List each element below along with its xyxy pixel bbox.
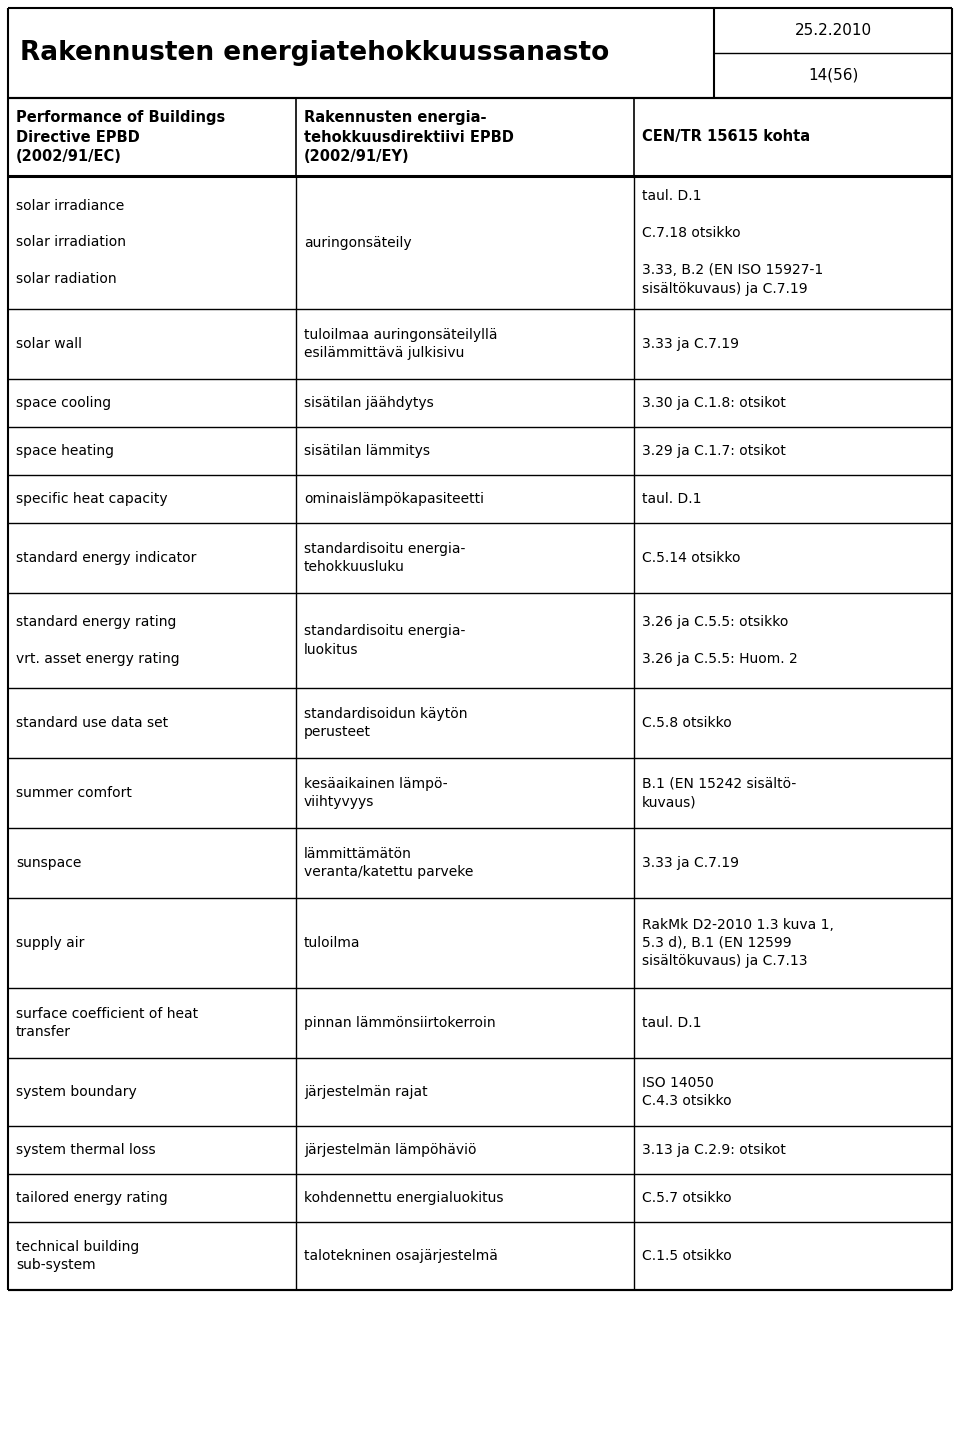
Text: standard energy rating

vrt. asset energy rating: standard energy rating vrt. asset energy… [16,616,180,666]
Text: system boundary: system boundary [16,1085,136,1100]
Text: RakMk D2-2010 1.3 kuva 1,
5.3 d), B.1 (EN 12599
sisältökuvaus) ja C.7.13: RakMk D2-2010 1.3 kuva 1, 5.3 d), B.1 (E… [642,918,833,968]
Text: ominaislämpökapasiteetti: ominaislämpökapasiteetti [304,491,484,506]
Text: 3.33 ja C.7.19: 3.33 ja C.7.19 [642,855,739,870]
Text: taul. D.1: taul. D.1 [642,1016,702,1030]
Text: technical building
sub-system: technical building sub-system [16,1240,139,1272]
Text: 25.2.2010: 25.2.2010 [795,23,872,38]
Text: solar irradiance

solar irradiation

solar radiation: solar irradiance solar irradiation solar… [16,199,126,286]
Text: sisätilan lämmitys: sisätilan lämmitys [304,444,430,458]
Text: Performance of Buildings
Directive EPBD
(2002/91/EC): Performance of Buildings Directive EPBD … [16,110,226,163]
Text: sisätilan jäähdytys: sisätilan jäähdytys [304,396,434,410]
Text: supply air: supply air [16,936,84,949]
Text: 3.29 ja C.1.7: otsikot: 3.29 ja C.1.7: otsikot [642,444,785,458]
Text: tailored energy rating: tailored energy rating [16,1191,168,1205]
Text: järjestelmän lämpöhäviö: järjestelmän lämpöhäviö [304,1143,476,1157]
Text: standard energy indicator: standard energy indicator [16,551,197,565]
Text: 3.26 ja C.5.5: otsikko

3.26 ja C.5.5: Huom. 2: 3.26 ja C.5.5: otsikko 3.26 ja C.5.5: Hu… [642,616,798,666]
Text: C.5.14 otsikko: C.5.14 otsikko [642,551,740,565]
Text: solar wall: solar wall [16,337,82,351]
Text: specific heat capacity: specific heat capacity [16,491,168,506]
Text: talotekninen osajärjestelmä: talotekninen osajärjestelmä [304,1248,498,1263]
Text: standard use data set: standard use data set [16,717,168,730]
Text: 3.33 ja C.7.19: 3.33 ja C.7.19 [642,337,739,351]
Text: standardisoitu energia-
luokitus: standardisoitu energia- luokitus [304,624,466,656]
Text: CEN/TR 15615 kohta: CEN/TR 15615 kohta [642,130,810,144]
Text: Rakennusten energia-
tehokkuusdirektiivi EPBD
(2002/91/EY): Rakennusten energia- tehokkuusdirektiivi… [304,110,514,163]
Text: järjestelmän rajat: järjestelmän rajat [304,1085,427,1100]
Text: C.5.8 otsikko: C.5.8 otsikko [642,717,732,730]
Text: kesäaikainen lämpö-
viihtyvyys: kesäaikainen lämpö- viihtyvyys [304,777,447,809]
Text: standardisoitu energia-
tehokkuusluku: standardisoitu energia- tehokkuusluku [304,542,466,574]
Text: kohdennettu energialuokitus: kohdennettu energialuokitus [304,1191,503,1205]
Text: system thermal loss: system thermal loss [16,1143,156,1157]
Text: taul. D.1

C.7.18 otsikko

3.33, B.2 (EN ISO 15927-1
sisältökuvaus) ja C.7.19: taul. D.1 C.7.18 otsikko 3.33, B.2 (EN I… [642,189,823,295]
Text: taul. D.1: taul. D.1 [642,491,702,506]
Text: surface coefficient of heat
transfer: surface coefficient of heat transfer [16,1007,198,1039]
Text: 3.13 ja C.2.9: otsikot: 3.13 ja C.2.9: otsikot [642,1143,785,1157]
Text: tuloilmaa auringonsäteilyllä
esilämmittävä julkisivu: tuloilmaa auringonsäteilyllä esilämmittä… [304,328,497,360]
Text: Rakennusten energiatehokkuussanasto: Rakennusten energiatehokkuussanasto [20,40,610,66]
Text: space heating: space heating [16,444,114,458]
Text: sunspace: sunspace [16,855,82,870]
Text: summer comfort: summer comfort [16,786,132,801]
Text: space cooling: space cooling [16,396,111,410]
Text: standardisoidun käytön
perusteet: standardisoidun käytön perusteet [304,707,468,740]
Text: tuloilma: tuloilma [304,936,360,949]
Text: C.5.7 otsikko: C.5.7 otsikko [642,1191,732,1205]
Text: C.1.5 otsikko: C.1.5 otsikko [642,1248,732,1263]
Text: 3.30 ja C.1.8: otsikot: 3.30 ja C.1.8: otsikot [642,396,785,410]
Text: lämmittämätön
veranta/katettu parveke: lämmittämätön veranta/katettu parveke [304,847,473,879]
Text: auringonsäteily: auringonsäteily [304,236,412,250]
Text: ISO 14050
C.4.3 otsikko: ISO 14050 C.4.3 otsikko [642,1075,732,1108]
Text: 14(56): 14(56) [807,68,858,82]
Text: B.1 (EN 15242 sisältö-
kuvaus): B.1 (EN 15242 sisältö- kuvaus) [642,777,796,809]
Text: pinnan lämmönsiirtokerroin: pinnan lämmönsiirtokerroin [304,1016,495,1030]
